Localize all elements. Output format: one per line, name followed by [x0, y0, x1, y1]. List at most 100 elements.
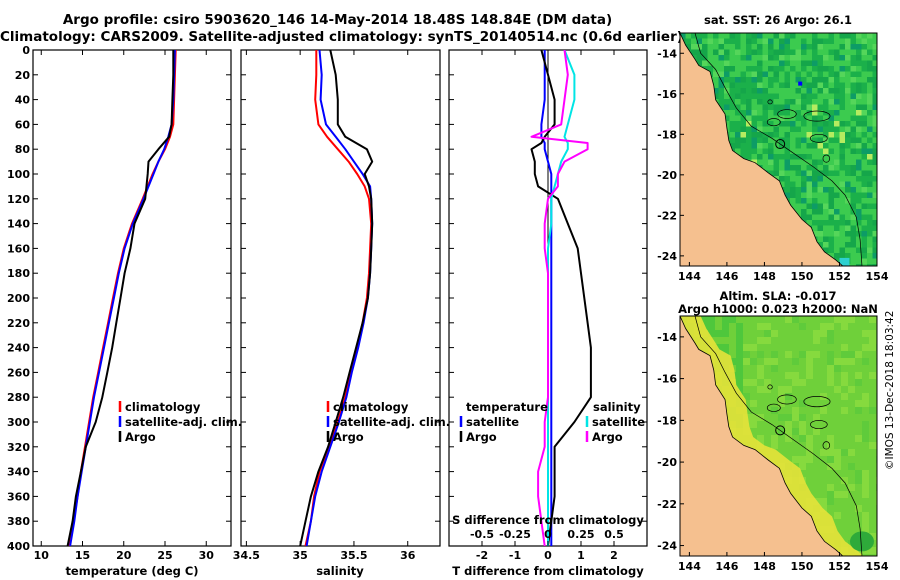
map-cell: [867, 33, 873, 39]
map-cell: [806, 49, 812, 55]
map-cell: [861, 143, 867, 149]
map-cell: [757, 44, 763, 50]
map-cell: [817, 209, 823, 215]
map-x-tick-label: 148: [753, 270, 776, 283]
map-cell: [735, 99, 741, 105]
map-cell: [862, 421, 869, 428]
map-cell: [839, 198, 845, 204]
map-cell: [806, 372, 813, 379]
map-cell: [801, 143, 807, 149]
map-cell: [746, 99, 752, 105]
map-cell: [806, 435, 813, 442]
map-y-tick-label: -22: [657, 498, 677, 511]
map-cell: [757, 126, 763, 132]
map-cell: [841, 491, 848, 498]
map-cell: [872, 154, 877, 160]
map-cell: [773, 82, 779, 88]
map-cell: [839, 242, 845, 248]
map-cell: [856, 258, 862, 264]
map-cell: [790, 121, 796, 127]
map-cell: [768, 159, 774, 165]
sst-map: [680, 33, 877, 266]
map-cell: [862, 428, 869, 435]
map-cell: [820, 393, 827, 400]
map-cell: [845, 60, 851, 66]
map-cell: [820, 330, 827, 337]
map-cell: [834, 463, 841, 470]
map-cell: [743, 351, 750, 358]
map-cell: [862, 393, 869, 400]
map-cell: [729, 71, 735, 77]
map-cell: [735, 148, 741, 154]
map-cell: [850, 154, 856, 160]
map-cell: [834, 71, 840, 77]
map-cell: [855, 407, 862, 414]
map-cell: [823, 170, 829, 176]
map-cell: [751, 99, 757, 105]
map-cell: [736, 344, 743, 351]
map-cell: [867, 242, 873, 248]
map-cell: [795, 49, 801, 55]
series-line-t-argo: [530, 50, 592, 546]
map-cell: [872, 148, 877, 154]
map-cell: [862, 470, 869, 477]
map-cell: [867, 104, 873, 110]
map-cell: [718, 44, 724, 50]
series-line-climatology: [304, 50, 373, 546]
map-cell: [779, 49, 785, 55]
map-cell: [685, 44, 691, 50]
map-cell: [861, 198, 867, 204]
map-cell: [817, 198, 823, 204]
map-cell: [806, 181, 812, 187]
y-tick-label: 380: [7, 515, 30, 528]
map-cell: [757, 99, 763, 105]
map-cell: [806, 351, 813, 358]
map-cell: [867, 132, 873, 138]
map-cell: [799, 421, 806, 428]
map-cell: [848, 316, 855, 323]
sla-map-title: Altim. SLA: -0.017: [719, 289, 836, 303]
map-cell: [861, 99, 867, 105]
map-cell: [768, 38, 774, 44]
map-cell: [856, 38, 862, 44]
map-cell: [855, 372, 862, 379]
map-cell: [867, 88, 873, 94]
map-cell: [729, 358, 736, 365]
map-cell: [850, 126, 856, 132]
map-cell: [751, 60, 757, 66]
map-cell: [827, 372, 834, 379]
map-cell: [724, 66, 730, 72]
map-cell: [834, 165, 840, 171]
map-cell: [751, 126, 757, 132]
map-cell: [823, 247, 829, 253]
map-cell: [779, 132, 785, 138]
map-cell: [750, 344, 757, 351]
map-cell: [872, 187, 877, 193]
map-cell: [828, 165, 834, 171]
map-cell: [746, 104, 752, 110]
map-cell: [839, 44, 845, 50]
map-cell: [834, 491, 841, 498]
map-cell: [750, 400, 757, 407]
difference-legend: temperature satellite Argo salinity sate…: [459, 400, 645, 444]
difference-series: [530, 50, 592, 546]
map-cell: [828, 225, 834, 231]
map-cell: [861, 33, 867, 39]
map-cell: [795, 148, 801, 154]
map-cell: [801, 192, 807, 198]
map-cell: [867, 93, 873, 99]
map-cell: [827, 456, 834, 463]
map-cell: [724, 93, 730, 99]
map-cell: [817, 154, 823, 160]
map-cell: [867, 143, 873, 149]
map-cell: [856, 55, 862, 61]
map-cell: [795, 181, 801, 187]
map-cell: [757, 159, 763, 165]
map-cell: [724, 60, 730, 66]
reef-outline: [767, 99, 773, 105]
map-cell: [773, 99, 779, 105]
map-cell: [757, 60, 763, 66]
map-cell: [806, 104, 812, 110]
map-cell: [806, 66, 812, 72]
map-cell: [823, 55, 829, 61]
